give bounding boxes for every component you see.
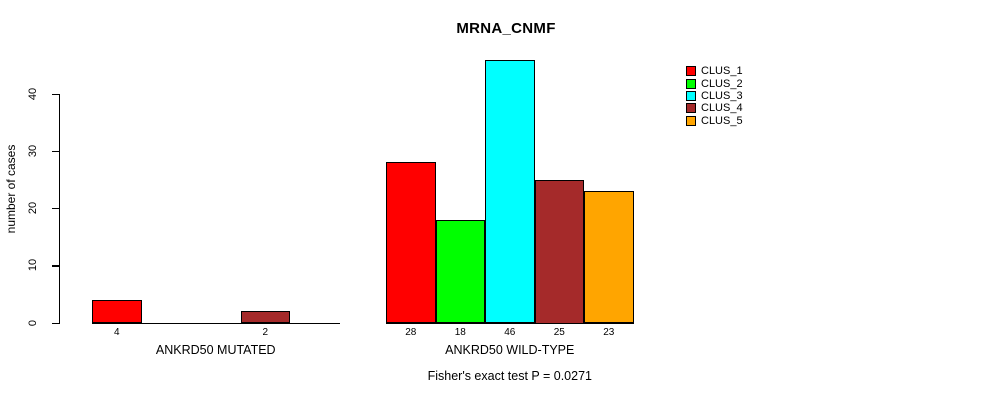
y-tick [52, 265, 59, 267]
legend-label: CLUS_4 [701, 102, 743, 115]
legend: CLUS_1 CLUS_2 CLUS_3 CLUS_4 CLUS_5 [686, 65, 743, 127]
legend-label: CLUS_3 [701, 89, 743, 102]
bar-clus_5 [584, 191, 634, 324]
bar-value-label: 2 [262, 327, 269, 338]
legend-swatch [686, 78, 696, 89]
y-tick [52, 208, 59, 210]
legend-entry: CLUS_2 [686, 77, 743, 90]
bar-clus_4 [240, 311, 290, 324]
y-axis-label: number of cases [4, 144, 18, 233]
legend-entry: CLUS_4 [686, 102, 743, 114]
group-label: ANKRD50 WILD-TYPE [445, 343, 575, 357]
chart-title: MRNA_CNMF [456, 20, 556, 37]
bar-clus_1 [386, 162, 436, 324]
y-tick-label: 0 [27, 319, 39, 326]
group-label: ANKRD50 MUTATED [155, 343, 276, 357]
legend-label: CLUS_1 [701, 65, 743, 78]
bar-value-label: 18 [454, 327, 466, 338]
bar-clus_3 [485, 59, 535, 324]
legend-entry: CLUS_5 [686, 115, 743, 127]
bar-clus_2 [435, 219, 485, 324]
bar-clus_4 [534, 179, 584, 324]
legend-swatch [686, 66, 696, 77]
bar-clus_1 [92, 299, 142, 324]
bar-value-label: 23 [603, 327, 615, 338]
bar-value-label: 4 [113, 327, 120, 338]
legend-entry: CLUS_3 [686, 90, 743, 102]
y-tick [52, 151, 59, 153]
bar-value-label: 28 [405, 327, 417, 338]
legend-label: CLUS_2 [701, 77, 743, 90]
fisher-test-subtitle: Fisher's exact test P = 0.0271 [427, 369, 592, 383]
y-tick-label: 10 [27, 259, 39, 272]
y-tick [52, 93, 59, 96]
y-tick-label: 40 [27, 87, 39, 101]
legend-swatch [686, 115, 696, 126]
legend-entry: CLUS_1 [686, 65, 743, 77]
bar-value-label: 25 [553, 327, 565, 338]
bar-value-label: 46 [504, 327, 516, 338]
legend-swatch [686, 103, 696, 114]
y-tick-label: 20 [27, 202, 39, 215]
x-axis-baseline [92, 322, 340, 324]
legend-swatch [686, 90, 696, 101]
y-tick-label: 30 [27, 144, 39, 158]
y-tick [52, 322, 59, 324]
legend-label: CLUS_5 [701, 114, 743, 127]
y-axis-line [59, 93, 61, 324]
